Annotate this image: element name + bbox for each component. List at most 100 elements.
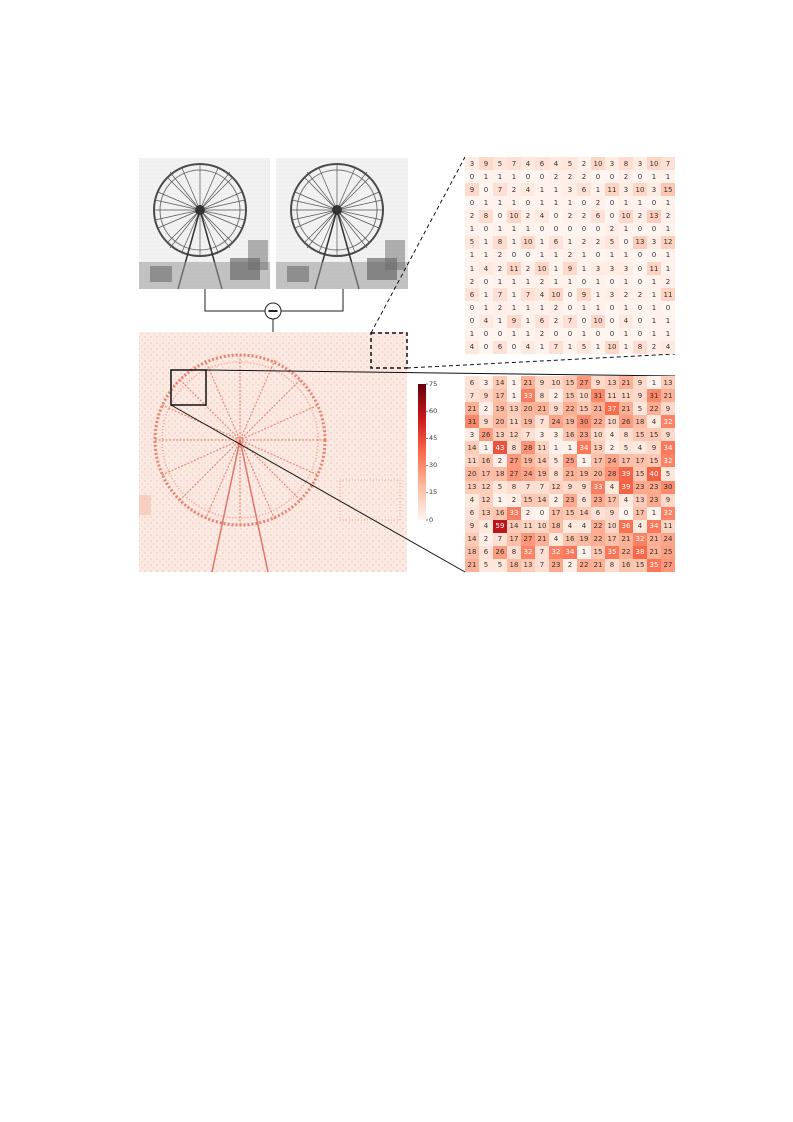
matrix-cell: 8 — [507, 441, 521, 455]
matrix-cell: 21 — [465, 402, 479, 416]
matrix-cell: 4 — [479, 262, 493, 276]
matrix-cell: 0 — [493, 327, 507, 341]
matrix-cell: 1 — [577, 545, 591, 559]
colorbar-tick-label: 15 — [429, 488, 438, 496]
matrix-cell: 3 — [465, 157, 479, 171]
matrix-cell: 16 — [479, 454, 493, 468]
matrix-cell: 1 — [647, 288, 661, 302]
matrix-cell: 6 — [535, 157, 549, 171]
matrix-cell: 7 — [521, 428, 535, 442]
matrix-cell: 2 — [507, 493, 521, 507]
matrix-cell: 22 — [619, 545, 633, 559]
matrix-cell: 0 — [633, 314, 647, 328]
matrix-cell: 1 — [619, 340, 633, 354]
matrix-cell: 15 — [647, 428, 661, 442]
matrix-cell: 3 — [647, 183, 661, 197]
matrix-cell: 2 — [521, 506, 535, 520]
matrix-cell: 1 — [507, 301, 521, 315]
matrix-cell: 27 — [507, 467, 521, 481]
matrix-cell: 10 — [633, 183, 647, 197]
matrix-cell: 2 — [549, 389, 563, 403]
matrix-cell: 15 — [521, 493, 535, 507]
matrix-cell: 6 — [549, 235, 563, 249]
matrix-cell: 4 — [633, 441, 647, 455]
matrix-cell: 9 — [535, 376, 549, 390]
matrix-cell: 16 — [563, 428, 577, 442]
matrix-cell: 17 — [633, 506, 647, 520]
matrix-cell: 1 — [479, 301, 493, 315]
matrix-cell: 8 — [479, 209, 493, 223]
matrix-cell: 2 — [563, 170, 577, 184]
matrix-cell: 23 — [591, 493, 605, 507]
matrix-cell: 24 — [605, 454, 619, 468]
difference-heatmap — [139, 332, 407, 573]
matrix-cell: 21 — [619, 402, 633, 416]
matrix-cell: 4 — [535, 288, 549, 302]
matrix-cell: 1 — [661, 170, 675, 184]
matrix-cell: 34 — [661, 441, 675, 455]
matrix-cell: 21 — [591, 402, 605, 416]
matrix-cell: 17 — [493, 389, 507, 403]
matrix-cell: 2 — [619, 170, 633, 184]
matrix-cell: 0 — [507, 340, 521, 354]
matrix-cell: 31 — [591, 389, 605, 403]
matrix-cell: 4 — [619, 314, 633, 328]
matrix-cell: 1 — [577, 454, 591, 468]
matrix-cell: 1 — [535, 196, 549, 210]
matrix-cell: 0 — [479, 327, 493, 341]
matrix-cell: 1 — [549, 248, 563, 262]
matrix-cell: 1 — [619, 301, 633, 315]
matrix-cell: 1 — [535, 301, 549, 315]
matrix-cell: 25 — [661, 545, 675, 559]
matrix-cell: 14 — [577, 506, 591, 520]
matrix-cell: 1 — [493, 314, 507, 328]
matrix-cell: 3 — [619, 183, 633, 197]
matrix-cell: 7 — [493, 532, 507, 546]
matrix-cell: 18 — [493, 467, 507, 481]
matrix-cell: 1 — [549, 183, 563, 197]
matrix-cell: 1 — [479, 288, 493, 302]
matrix-cell: 9 — [577, 288, 591, 302]
matrix-cell: 1 — [493, 493, 507, 507]
matrix-cell: 27 — [577, 376, 591, 390]
matrix-cell: 23 — [647, 480, 661, 494]
matrix-cell: 21 — [535, 402, 549, 416]
matrix-cell: 1 — [619, 248, 633, 262]
matrix-cell: 5 — [577, 340, 591, 354]
matrix-cell: 10 — [549, 288, 563, 302]
matrix-cell: 1 — [563, 196, 577, 210]
matrix-cell: 2 — [577, 209, 591, 223]
matrix-cell: 1 — [661, 222, 675, 236]
matrix-cell: 2 — [465, 209, 479, 223]
matrix-cell: 2 — [577, 170, 591, 184]
matrix-cell: 1 — [549, 441, 563, 455]
matrix-cell: 19 — [521, 454, 535, 468]
matrix-cell: 2 — [479, 402, 493, 416]
matrix-cell: 1 — [647, 376, 661, 390]
matrix-cell: 4 — [465, 340, 479, 354]
matrix-cell: 2 — [493, 454, 507, 468]
matrix-cell: 1 — [535, 235, 549, 249]
matrix-cell: 20 — [465, 467, 479, 481]
matrix-cell: 1 — [465, 222, 479, 236]
matrix-cell: 1 — [507, 222, 521, 236]
ferris-wheel-image-right — [276, 158, 408, 290]
matrix-cell: 4 — [549, 157, 563, 171]
matrix-cell: 36 — [619, 519, 633, 533]
matrix-cell: 2 — [549, 493, 563, 507]
matrix-cell: 13 — [633, 235, 647, 249]
matrix-cell: 13 — [493, 428, 507, 442]
matrix-cell: 0 — [633, 327, 647, 341]
matrix-cell: 1 — [507, 288, 521, 302]
matrix-cell: 0 — [563, 301, 577, 315]
matrix-cell: 20 — [493, 415, 507, 429]
matrix-cell: 0 — [535, 170, 549, 184]
matrix-cell: 1 — [493, 170, 507, 184]
matrix-cell: 21 — [619, 532, 633, 546]
matrix-cell: 19 — [521, 415, 535, 429]
detail-box-solid — [170, 369, 207, 406]
matrix-cell: 0 — [549, 222, 563, 236]
matrix-cell: 6 — [465, 288, 479, 302]
matrix-cell: 0 — [605, 209, 619, 223]
